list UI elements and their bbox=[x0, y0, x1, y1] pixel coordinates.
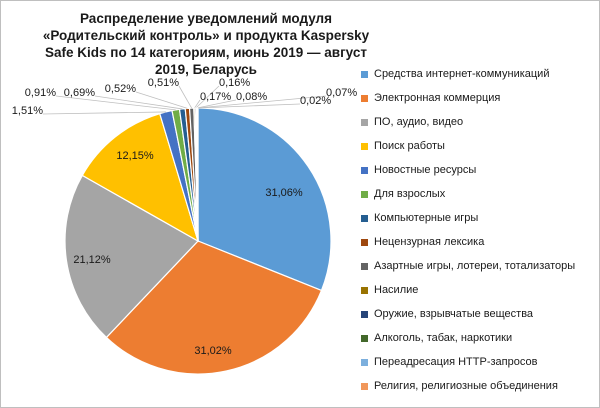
leader-line bbox=[197, 103, 301, 109]
legend-swatch bbox=[361, 383, 368, 390]
legend-swatch bbox=[361, 95, 368, 102]
legend-item: Переадресация HTTP-запросов bbox=[359, 353, 599, 377]
legend-label: Электронная коммерция bbox=[374, 92, 501, 104]
legend-label: Азартные игры, лотереи, тотализаторы bbox=[374, 260, 576, 272]
data-label: 12,15% bbox=[116, 150, 154, 162]
legend-swatch bbox=[361, 239, 368, 246]
leader-line bbox=[197, 95, 327, 109]
legend-item: Религия, религиозные объединения bbox=[359, 377, 599, 401]
legend-swatch bbox=[361, 71, 368, 78]
legend-label: Компьютерные игры bbox=[374, 212, 479, 224]
leader-line bbox=[195, 85, 220, 109]
legend-label: Оружие, взрывчатые вещества bbox=[374, 308, 534, 320]
legend-swatch bbox=[361, 359, 368, 366]
legend-label: Средства интернет-коммуникаций bbox=[374, 68, 550, 80]
pie-chart: 31,06% 31,02% 21,12% 12,15% 1,51% 0,91% 0,69% 0… bbox=[12, 77, 357, 375]
legend-label: Религия, религиозные объединения bbox=[374, 380, 558, 392]
legend-swatch bbox=[361, 143, 368, 150]
data-label: 0,02% bbox=[300, 95, 331, 107]
leader-line bbox=[42, 111, 166, 115]
legend-label: Алкоголь, табак, наркотики bbox=[374, 332, 513, 344]
leader-line bbox=[55, 95, 176, 111]
legend-swatch bbox=[361, 191, 368, 198]
data-label: 0,51% bbox=[148, 77, 179, 89]
legend-label: Переадресация HTTP-запросов bbox=[374, 356, 538, 368]
data-label: 31,06% bbox=[265, 187, 303, 199]
legend-swatch bbox=[361, 119, 368, 126]
leader-line bbox=[178, 85, 193, 109]
pie-slice bbox=[64, 174, 199, 339]
data-label: 21,12% bbox=[73, 254, 111, 266]
chart-title: Распределение уведомлений модуля «Родите… bbox=[42, 11, 370, 77]
legend-item: Нецензурная лексика bbox=[359, 233, 599, 257]
legend-item: Электронная коммерция bbox=[359, 89, 599, 113]
data-label: 0,08% bbox=[236, 91, 267, 103]
legend-item: Новостные ресурсы bbox=[359, 161, 599, 185]
legend-item: ПО, аудио, видео bbox=[359, 113, 599, 137]
legend-item: Азартные игры, лотереи, тотализаторы bbox=[359, 257, 599, 281]
leader-line bbox=[135, 91, 188, 109]
chart-legend: Средства интернет-коммуникаций Электронна… bbox=[359, 65, 599, 401]
data-label: 0,17% bbox=[200, 91, 231, 103]
legend-item: Алкоголь, табак, наркотики bbox=[359, 329, 599, 353]
legend-swatch bbox=[361, 263, 368, 270]
leader-line bbox=[196, 99, 237, 109]
legend-label: Нецензурная лексика bbox=[374, 236, 485, 248]
pie-slice bbox=[105, 240, 323, 375]
data-label: 0,69% bbox=[64, 87, 95, 99]
legend-swatch bbox=[361, 311, 368, 318]
data-label: 0,07% bbox=[326, 87, 357, 99]
legend-item: Компьютерные игры bbox=[359, 209, 599, 233]
legend-label: ПО, аудио, видео bbox=[374, 116, 464, 128]
data-label: 0,52% bbox=[105, 83, 136, 95]
legend-item: Оружие, взрывчатые вещества bbox=[359, 305, 599, 329]
legend-label: Насилие bbox=[374, 284, 419, 296]
data-label: 0,91% bbox=[25, 87, 56, 99]
legend-item: Насилие bbox=[359, 281, 599, 305]
legend-swatch bbox=[361, 287, 368, 294]
legend-label: Для взрослых bbox=[374, 188, 446, 200]
data-label: 0,16% bbox=[219, 77, 250, 89]
legend-label: Новостные ресурсы bbox=[374, 164, 477, 176]
data-label: 31,02% bbox=[194, 345, 232, 357]
legend-swatch bbox=[361, 215, 368, 222]
leader-line bbox=[194, 99, 201, 109]
data-label: 1,51% bbox=[12, 105, 43, 117]
legend-swatch bbox=[361, 167, 368, 174]
leader-line bbox=[94, 95, 183, 110]
legend-label: Поиск работы bbox=[374, 140, 445, 152]
legend-item: Средства интернет-коммуникаций bbox=[359, 65, 599, 89]
pie-slice bbox=[197, 107, 332, 292]
legend-item: Поиск работы bbox=[359, 137, 599, 161]
legend-swatch bbox=[361, 335, 368, 342]
legend-item: Для взрослых bbox=[359, 185, 599, 209]
